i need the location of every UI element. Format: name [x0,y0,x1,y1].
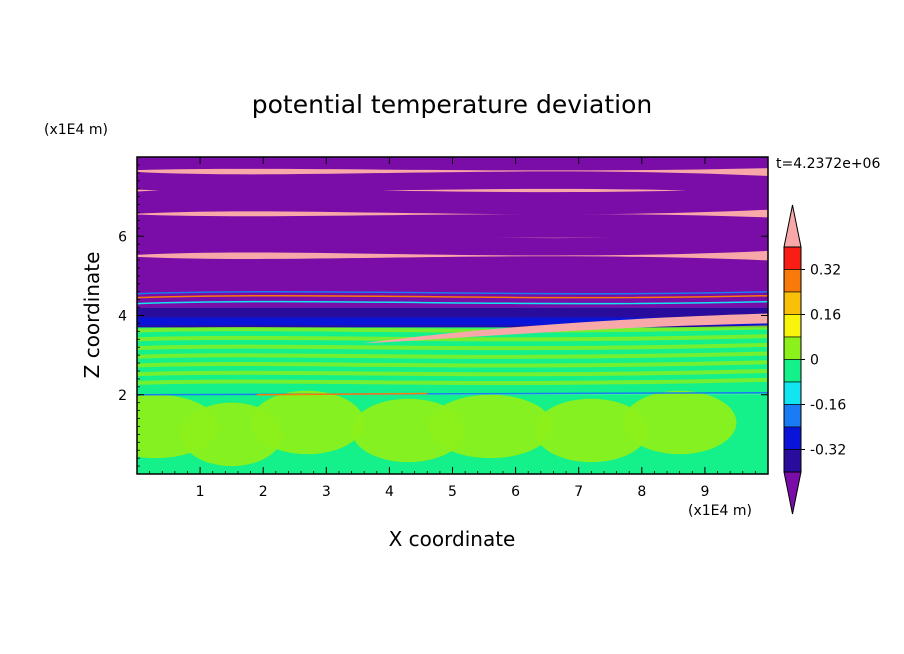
colorbar-label: -0.16 [810,398,846,414]
y-tick-label: 6 [118,229,127,245]
colorbar-swatch [783,269,802,293]
colorbar-swatch [783,246,802,270]
x-tick-label: 8 [637,484,646,500]
colorbar-top-arrow [783,204,802,248]
colorbar-swatch [783,336,802,360]
colorbar-swatch [783,314,802,338]
x-tick-label: 2 [259,484,268,500]
field-streak [137,325,768,333]
time-label: t=4.2372e+06 [776,156,880,172]
field-region [137,317,768,326]
colorbar-swatch [783,359,802,383]
field-streak [137,342,768,351]
field-filament [137,294,768,299]
colorbar-label: 0 [810,353,819,369]
field-region [364,313,768,344]
field-streak [137,392,768,396]
x-axis-label: X coordinate [389,527,516,551]
x-tick-label: 6 [511,484,520,500]
field-streak [256,392,428,396]
contour-field [137,157,768,474]
x-axis-ticks: 1 2 3 4 5 6 7 8 9 [149,157,769,500]
field-streak [137,360,768,368]
field-band [137,213,768,242]
x-tick-label: 5 [448,484,457,500]
field-band [137,187,768,215]
field-filament [137,300,768,305]
colorbar: 0.32 0.16 0 -0.16 -0.32 [783,204,846,515]
colorbar-label: 0.32 [810,263,841,279]
colorbar-bottom-arrow [783,471,802,515]
field-cell [622,390,737,455]
chart-title: potential temperature deviation [252,90,652,119]
colorbar-swatch [783,381,802,405]
field-filament [137,290,768,295]
colorbar-swatch [783,449,802,473]
x-tick-label: 9 [700,484,709,500]
y-tick-label: 4 [118,309,127,325]
field-band [137,171,768,194]
colorbar-label: 0.16 [810,308,841,324]
y-axis-label: Z coordinate [80,252,104,379]
field-cell [250,390,365,455]
field-streak [137,377,768,385]
x-tick-label: 1 [196,484,205,500]
x-axis-unit: (x1E4 m) [688,503,752,519]
field-streak [137,334,768,342]
x-tick-label: 7 [574,484,583,500]
field-cell [427,394,553,459]
colorbar-swatch [783,404,802,428]
field-cell [534,398,649,463]
field-streak [137,368,768,377]
colorbar-label: -0.32 [810,443,846,459]
x-tick-label: 3 [322,484,331,500]
colorbar-swatch [783,291,802,315]
field-band [137,256,768,283]
colorbar-swatch [783,426,802,450]
y-tick-label: 2 [118,388,127,404]
y-axis-ticks: 2 4 6 [118,164,768,467]
y-axis-unit: (x1E4 m) [44,122,108,138]
x-tick-label: 4 [385,484,394,500]
field-streak [137,351,768,359]
